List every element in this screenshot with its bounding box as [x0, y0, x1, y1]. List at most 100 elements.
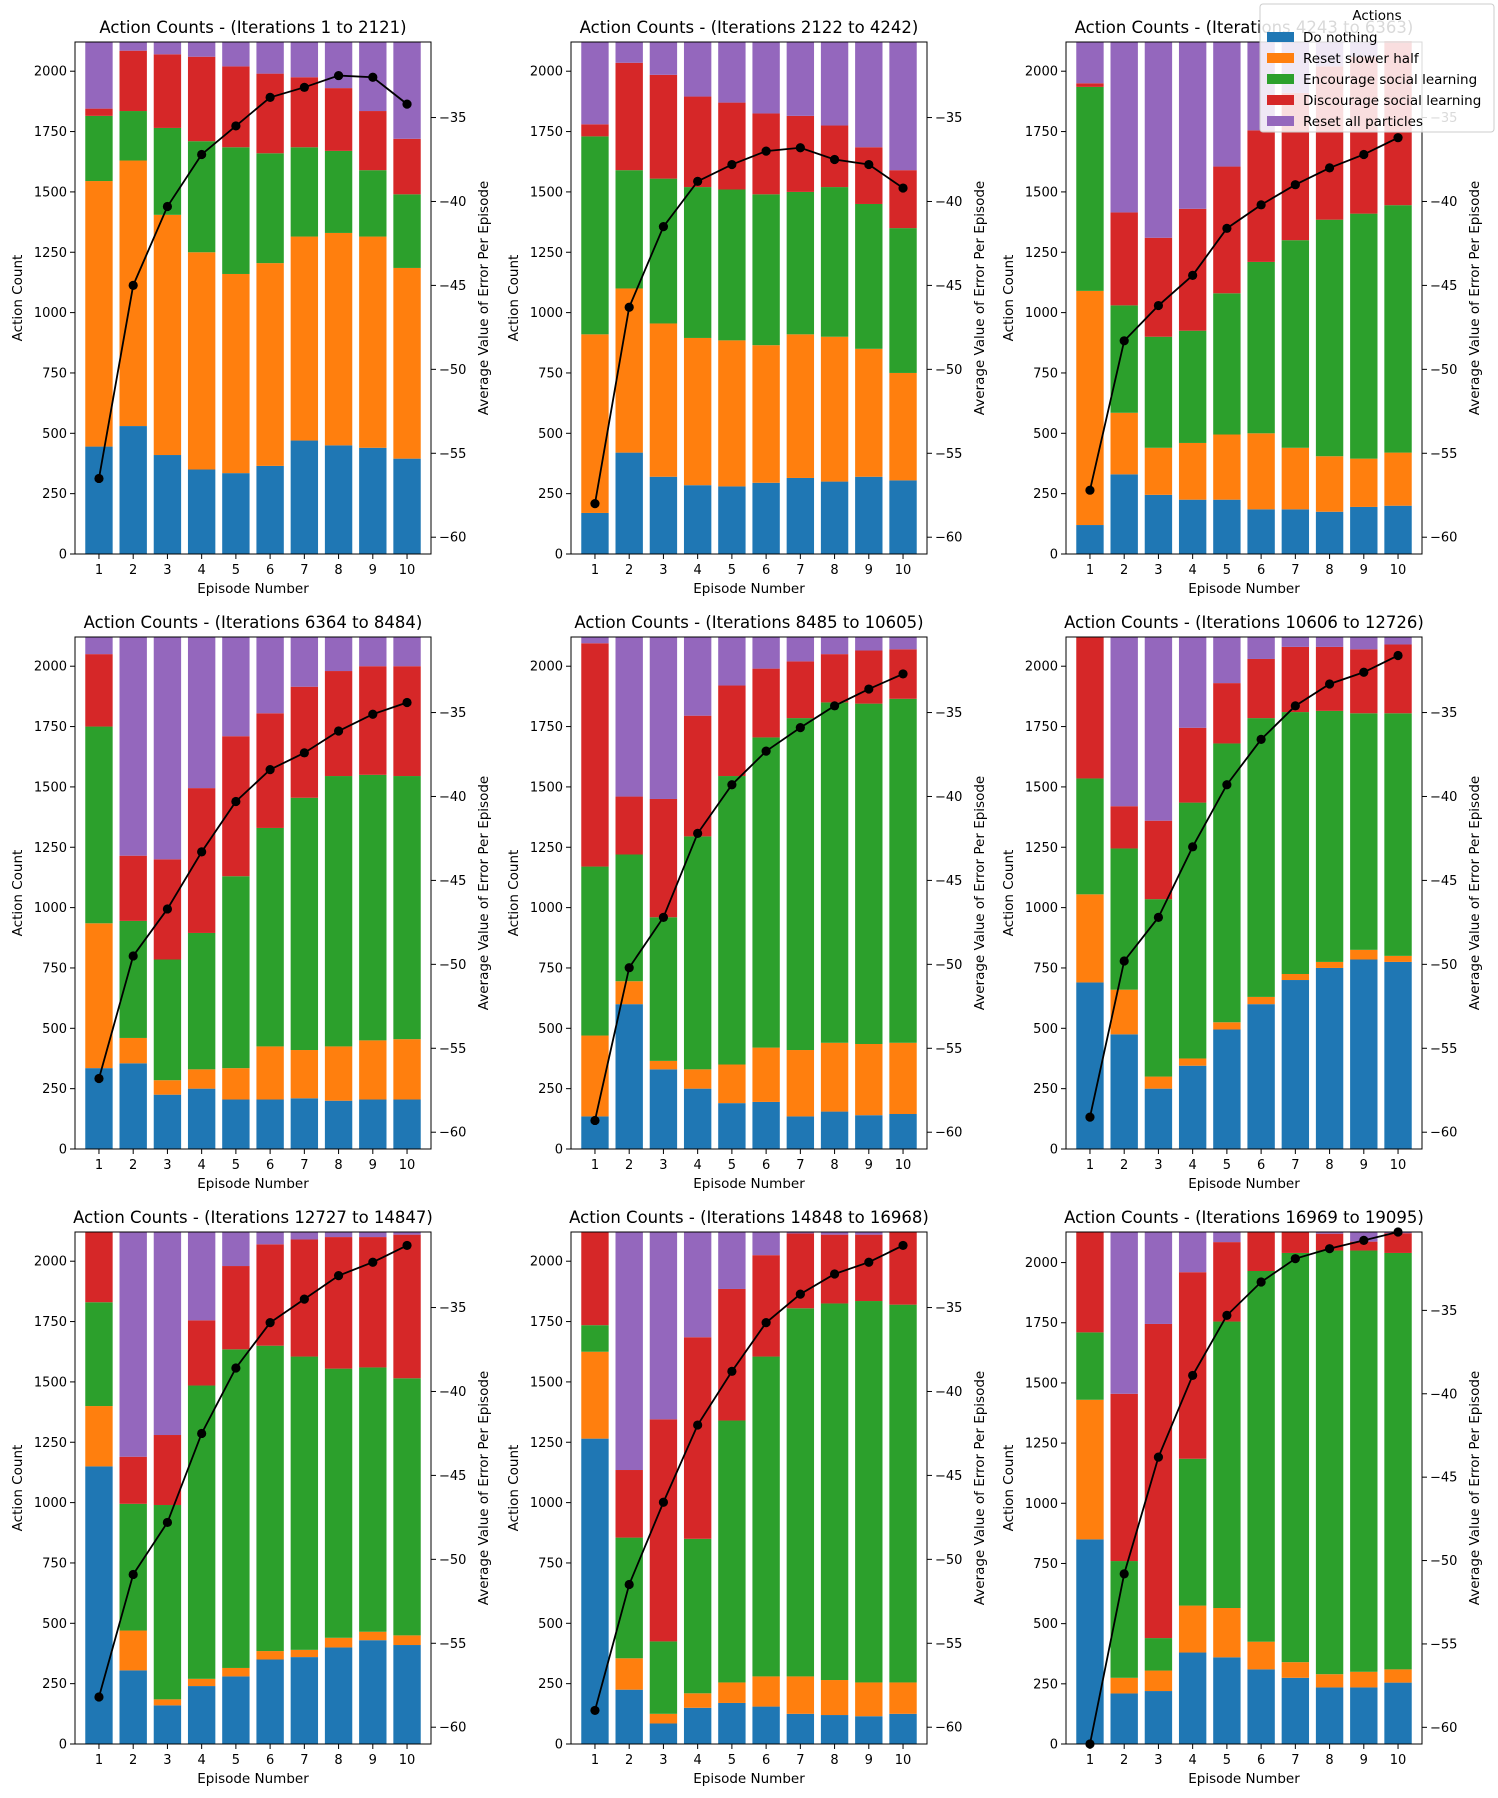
- error-point: [231, 796, 241, 807]
- error-point: [299, 82, 309, 92]
- bar: [1076, 525, 1104, 554]
- x-tick-label: 2: [129, 1753, 137, 1768]
- error-point: [333, 726, 344, 736]
- bar: [324, 776, 353, 1047]
- y2-tick-label: −45: [935, 279, 962, 294]
- error-point: [658, 222, 669, 232]
- bar: [683, 42, 712, 97]
- y2-tick-label: −55: [439, 1637, 466, 1652]
- y2-axis-label: Average Value of Error Per Episode: [972, 1371, 988, 1605]
- error-point: [265, 92, 275, 102]
- bar: [1213, 1232, 1241, 1243]
- error-line: [1089, 1231, 1399, 1745]
- bar: [153, 959, 182, 1081]
- bar: [855, 348, 883, 477]
- bar: [1178, 727, 1207, 803]
- bar: [1178, 1605, 1207, 1653]
- bar: [222, 1099, 250, 1149]
- bar: [1281, 1232, 1310, 1253]
- bar: [393, 458, 421, 554]
- bar: [683, 1088, 712, 1149]
- subplot-title: Action Counts - (Iterations 1 to 2121): [99, 18, 406, 37]
- error-point: [693, 1420, 703, 1430]
- error-point: [162, 201, 173, 212]
- bar: [1178, 1458, 1207, 1606]
- bar: [615, 981, 643, 1005]
- bar: [1315, 637, 1344, 647]
- bar: [649, 74, 678, 179]
- legend-swatch: [1267, 95, 1294, 105]
- bar: [359, 236, 387, 448]
- legend-box: [1259, 3, 1495, 133]
- y2-tick-label: −45: [439, 1469, 466, 1484]
- bar: [153, 1505, 182, 1700]
- bar: [1247, 261, 1275, 434]
- x-tick-label: 1: [95, 1753, 103, 1768]
- y-tick-label: 2000: [1025, 65, 1058, 80]
- bar: [683, 96, 712, 188]
- legend-item-label: Encourage social learning: [1303, 72, 1477, 88]
- error-point: [761, 746, 771, 756]
- error-point: [761, 146, 771, 156]
- bar: [119, 920, 147, 1038]
- error-point: [94, 1692, 104, 1702]
- error-point: [1188, 842, 1198, 852]
- bar: [649, 917, 678, 1061]
- x-tick-label: 7: [300, 563, 308, 578]
- bar: [718, 1103, 746, 1149]
- y2-tick-label: −35: [439, 706, 466, 721]
- bar: [187, 788, 216, 933]
- bar: [1213, 637, 1241, 684]
- x-axis-label: Episode Number: [1188, 581, 1300, 597]
- bar: [359, 637, 387, 667]
- bar: [1384, 1669, 1412, 1683]
- bar: [324, 1237, 353, 1369]
- y-tick-label: 2000: [1025, 1256, 1058, 1271]
- bar: [683, 187, 712, 338]
- bar: [222, 273, 250, 474]
- bar: [256, 1046, 284, 1100]
- error-point: [162, 1517, 173, 1528]
- bar: [718, 1420, 746, 1683]
- bar: [1213, 1657, 1241, 1744]
- bar: [85, 1406, 113, 1467]
- bar: [649, 1713, 678, 1724]
- bar: [187, 141, 216, 253]
- bar: [786, 191, 815, 335]
- bar: [752, 1101, 780, 1149]
- bar: [1247, 1004, 1275, 1149]
- bar: [752, 1255, 780, 1357]
- bar: [1076, 1399, 1104, 1540]
- bar: [1350, 506, 1378, 554]
- bar: [1281, 637, 1310, 647]
- x-tick-label: 8: [830, 1158, 838, 1173]
- bar: [1384, 637, 1412, 645]
- bar: [581, 136, 609, 335]
- bar: [222, 1068, 250, 1100]
- bar: [855, 42, 883, 148]
- x-tick-label: 1: [1086, 1753, 1094, 1768]
- error-point: [693, 176, 703, 186]
- bar: [820, 702, 849, 1043]
- bar: [1247, 637, 1275, 659]
- y-tick-label: 500: [1033, 427, 1058, 442]
- bar: [393, 1099, 421, 1149]
- bar: [359, 170, 387, 237]
- y2-tick-label: −50: [439, 958, 466, 973]
- y-axis-label: Action Count: [10, 850, 26, 937]
- bar: [786, 1232, 815, 1234]
- bar: [1384, 713, 1412, 956]
- bar: [1076, 86, 1104, 291]
- error-point: [864, 1257, 874, 1267]
- bar: [786, 718, 815, 1051]
- error-point: [1222, 1310, 1232, 1320]
- bar: [290, 1098, 319, 1149]
- axes-frame: [570, 636, 928, 1150]
- x-tick-label: 1: [591, 1753, 599, 1768]
- y-tick-label: 1500: [34, 780, 67, 795]
- bar: [649, 42, 678, 75]
- bar: [1281, 973, 1310, 981]
- bar: [581, 1325, 609, 1352]
- y-tick-label: 2000: [34, 1255, 67, 1270]
- bar: [683, 715, 712, 837]
